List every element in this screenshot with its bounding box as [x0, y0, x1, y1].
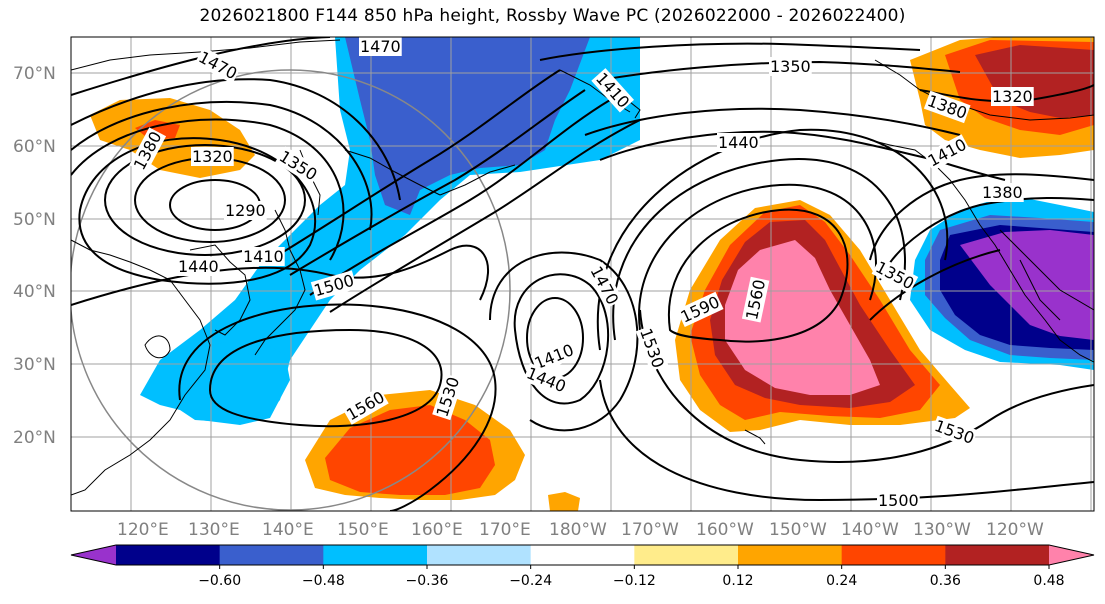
colorbar-tick-label: 0.48 — [1033, 573, 1064, 589]
lon-label: 150°E — [337, 520, 389, 540]
contour-label-halo — [923, 90, 971, 124]
lat-label: 50°N — [13, 210, 56, 230]
contour-label-halo — [522, 363, 570, 397]
na-purple — [960, 230, 1094, 340]
lon-label: 150°W — [769, 520, 827, 540]
contour-label-halo — [177, 257, 220, 276]
contour-label-halo — [871, 256, 919, 294]
contour-label-halo — [991, 87, 1034, 106]
contour-label: 1440 — [178, 257, 219, 276]
colorbar-tick-label: −0.48 — [302, 573, 345, 589]
range-circle — [71, 69, 511, 511]
contour-label: 1320 — [192, 147, 233, 166]
colorbar-segment — [634, 545, 739, 565]
contour-label-halo — [591, 68, 635, 113]
contour-label-halo — [129, 127, 167, 175]
contour-label-halo — [923, 134, 971, 172]
contour-label-halo — [741, 276, 770, 323]
colorbar-tick-label: −0.60 — [198, 573, 241, 589]
map-frame — [70, 36, 1095, 512]
contour-label-halo — [635, 324, 669, 372]
contour-label: 1320 — [992, 87, 1033, 106]
colorbar-tick-label: 0.12 — [722, 573, 753, 589]
colorbar-tick-label: 0.24 — [826, 573, 857, 589]
colorbar-extend-min — [71, 545, 116, 565]
contour-label: 1440 — [718, 133, 759, 152]
contour-label-halo — [931, 415, 978, 449]
lon-label: 170°E — [479, 520, 531, 540]
negative-anomaly-sky-south — [170, 340, 290, 425]
lon-label: 120°W — [986, 520, 1044, 540]
contour-label-halo — [877, 491, 920, 510]
colorbar-segment — [945, 545, 1050, 565]
contour-label: 1290 — [225, 201, 266, 220]
lon-label: 140°W — [841, 520, 899, 540]
lat-label: 40°N — [13, 282, 56, 302]
lat-label: 70°N — [13, 64, 56, 84]
contour-label-halo — [359, 37, 402, 56]
colorbar-segment — [738, 545, 843, 565]
coastlines — [71, 39, 1094, 496]
colorbar: −0.60 −0.48 −0.36 −0.24 −0.12 0.12 0.24 0.36 0.4… — [70, 544, 1095, 589]
contour-label-halo — [432, 373, 464, 421]
contour-label: 1500 — [878, 491, 919, 510]
lon-label: 140°E — [262, 520, 314, 540]
lon-label: 130°E — [188, 520, 240, 540]
pos-pink-central — [725, 240, 880, 395]
contour-label-halo — [981, 183, 1024, 202]
colorbar-tick-label: −0.24 — [509, 573, 552, 589]
height-contours — [71, 37, 1094, 511]
contour-label-halo — [310, 270, 358, 301]
colorbar-tick-label: −0.12 — [613, 573, 656, 589]
pos-redorange-west — [325, 405, 495, 495]
colorbar-segment — [841, 545, 946, 565]
contour-label-halo — [530, 339, 578, 374]
colorbar-segment — [530, 545, 635, 565]
colorbar-segment — [116, 545, 221, 565]
lon-label: 170°W — [621, 520, 679, 540]
colorbar-segment — [219, 545, 324, 565]
contour-label-halo — [342, 386, 389, 425]
figure-title: 2026021800 F144 850 hPa height, Rossby W… — [199, 6, 906, 26]
negative-anomaly-blue — [345, 37, 590, 215]
pos-orange-small — [548, 492, 580, 511]
contour-label-halo — [769, 57, 812, 76]
lon-label: 130°W — [913, 520, 971, 540]
colorbar-segment — [427, 545, 532, 565]
lon-label: 160°W — [696, 520, 754, 540]
colorbar-segment — [323, 545, 428, 565]
lat-label: 20°N — [13, 428, 56, 448]
colorbar-extend-max — [1049, 545, 1094, 565]
lon-label: 120°E — [117, 520, 169, 540]
lat-label: 30°N — [13, 355, 56, 375]
longitude-labels: 120°E 130°E 140°E 150°E 160°E 170°E 180°… — [117, 520, 1044, 540]
latitude-labels: 70°N 60°N 50°N 40°N 30°N 20°N — [13, 64, 56, 448]
colorbar-tick-label: 0.36 — [930, 573, 961, 589]
contour-label-halo — [242, 247, 285, 266]
contour-label-halo — [275, 146, 322, 185]
contour-label: 1380 — [982, 183, 1023, 202]
contour-label: 1350 — [770, 57, 811, 76]
contour-label-halo — [676, 291, 724, 328]
lon-label: 180°W — [549, 520, 607, 540]
contour-label: 1470 — [360, 37, 401, 56]
colorbar-tick-label: −0.36 — [406, 573, 449, 589]
contour-label-halo — [717, 133, 760, 152]
lon-label: 160°E — [411, 520, 463, 540]
graticule — [71, 37, 1094, 511]
contour-label-halo — [194, 46, 242, 84]
contour-label-halo — [224, 201, 267, 220]
lat-label: 60°N — [13, 137, 56, 157]
colorbar-outline — [70, 544, 1095, 566]
contour-label: 1410 — [243, 247, 284, 266]
contour-label-halo — [586, 262, 623, 309]
contour-label-halo — [191, 147, 234, 166]
